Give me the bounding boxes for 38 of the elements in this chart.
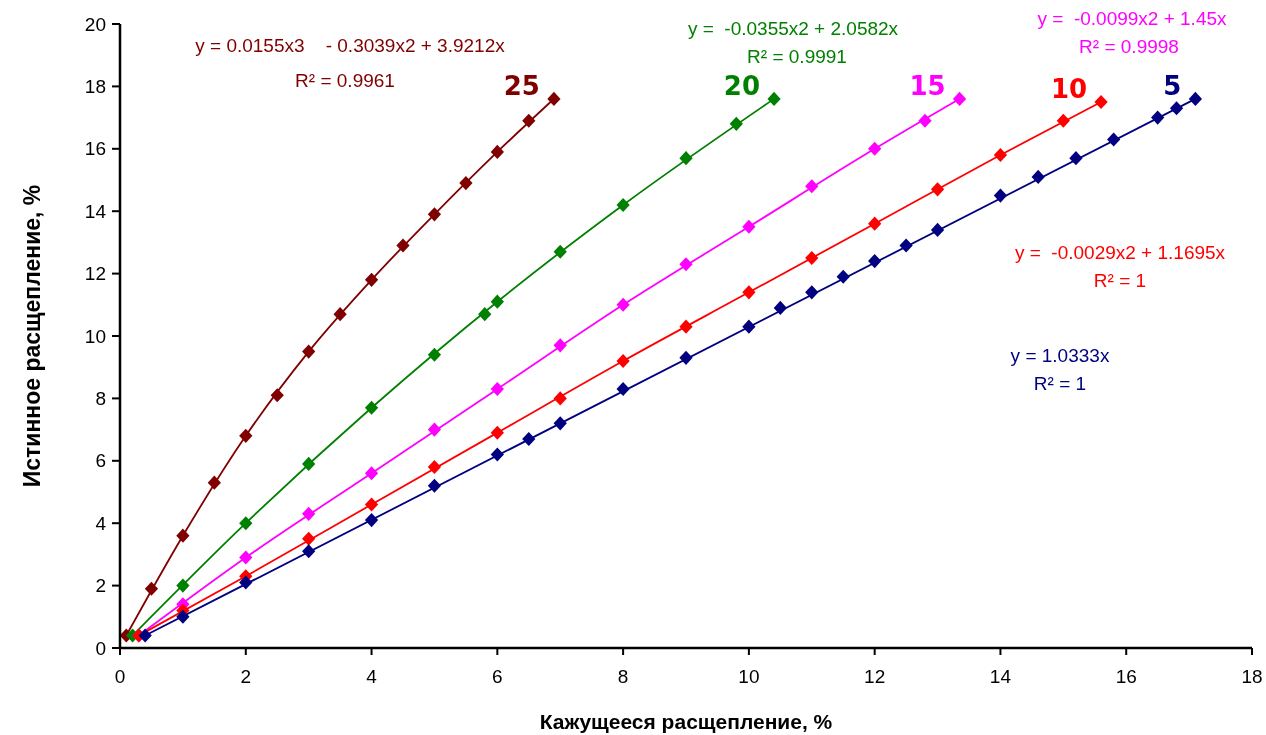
y-tick-label: 4 bbox=[95, 512, 107, 534]
y-tick-label: 6 bbox=[95, 450, 106, 472]
y-axis-title: Истинное расщепление, % bbox=[19, 184, 45, 488]
series-label: 5 bbox=[1163, 70, 1182, 101]
series-label: 20 bbox=[723, 70, 761, 101]
series-label: 10 bbox=[1050, 74, 1088, 104]
x-tick-label: 16 bbox=[1115, 666, 1137, 687]
annotation: y = -0.0355x2 + 2.0582x bbox=[687, 17, 899, 39]
y-tick-label: 14 bbox=[84, 200, 107, 222]
x-tick-label: 4 bbox=[366, 666, 378, 687]
series-label: 15 bbox=[909, 70, 946, 101]
y-tick-label: 20 bbox=[84, 13, 106, 35]
y-tick-label: 0 bbox=[95, 637, 106, 659]
annotation: R² = 1 bbox=[1093, 269, 1147, 291]
y-tick-label: 12 bbox=[84, 263, 106, 285]
y-tick-label: 10 bbox=[84, 325, 106, 347]
annotation: y = -0.0099x2 + 1.45x bbox=[1037, 7, 1228, 29]
x-tick-label: 2 bbox=[240, 666, 252, 687]
x-tick-label: 18 bbox=[1241, 666, 1263, 687]
x-tick-label: 10 bbox=[738, 666, 760, 687]
y-tick-label: 18 bbox=[84, 76, 106, 98]
annotation: y = 0.0155x3 - 0.3039x2 + 3.9212x bbox=[195, 34, 506, 56]
y-tick-label: 2 bbox=[95, 575, 106, 597]
annotation: y = -0.0029x2 + 1.1695x bbox=[1014, 241, 1226, 263]
annotation: R² = 0.9998 bbox=[1079, 35, 1179, 57]
x-tick-label: 6 bbox=[492, 666, 503, 687]
x-tick-label: 12 bbox=[864, 666, 886, 687]
x-axis-title: Кажущееся расщепление, % bbox=[539, 710, 833, 733]
x-tick-label: 8 bbox=[617, 666, 629, 687]
x-tick-label: 0 bbox=[114, 666, 126, 687]
annotation: R² = 0.9961 bbox=[295, 69, 395, 91]
y-tick-label: 8 bbox=[95, 388, 106, 410]
x-tick-label: 14 bbox=[989, 666, 1012, 687]
series-label: 25 bbox=[503, 70, 540, 101]
annotation: y = 1.0333x bbox=[1010, 344, 1110, 366]
y-tick-label: 16 bbox=[84, 138, 106, 160]
annotation: R² = 1 bbox=[1033, 372, 1087, 394]
annotation: R² = 0.9991 bbox=[747, 45, 847, 67]
